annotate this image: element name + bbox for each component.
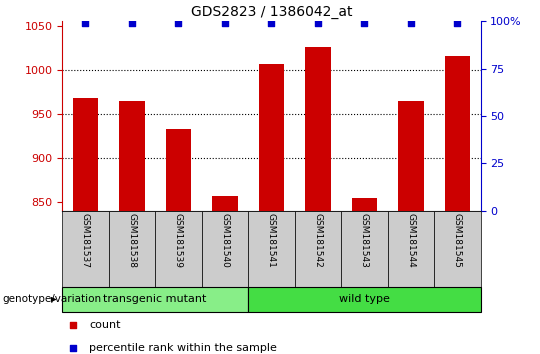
Bar — [72, 98, 98, 211]
Point — [362, 31, 371, 37]
Bar — [62, 287, 248, 312]
Bar — [201, 211, 248, 287]
Bar — [305, 47, 330, 211]
Text: GSM181543: GSM181543 — [360, 213, 369, 268]
Bar — [248, 287, 481, 312]
Text: GSM181544: GSM181544 — [407, 213, 415, 268]
Bar — [62, 211, 109, 287]
Text: GSM181545: GSM181545 — [453, 213, 462, 268]
Text: transgenic mutant: transgenic mutant — [104, 295, 207, 304]
Bar — [434, 211, 481, 287]
Text: GSM181537: GSM181537 — [81, 213, 90, 268]
Point — [220, 20, 229, 26]
Bar — [444, 57, 470, 211]
Title: GDS2823 / 1386042_at: GDS2823 / 1386042_at — [191, 5, 352, 19]
Point — [174, 20, 183, 26]
Bar — [352, 198, 377, 211]
Point — [453, 20, 462, 26]
Text: percentile rank within the sample: percentile rank within the sample — [89, 343, 277, 353]
Point — [407, 20, 415, 26]
Text: count: count — [89, 320, 121, 330]
Text: GSM181538: GSM181538 — [127, 213, 136, 268]
Point — [81, 20, 90, 26]
Text: GSM181541: GSM181541 — [267, 213, 276, 268]
Point — [127, 20, 136, 26]
Bar — [155, 211, 201, 287]
Text: wild type: wild type — [339, 295, 390, 304]
Text: genotype/variation: genotype/variation — [3, 295, 102, 304]
Bar — [259, 63, 284, 211]
Point — [360, 20, 369, 26]
Bar — [166, 129, 191, 211]
Bar — [212, 196, 238, 211]
Text: GSM181542: GSM181542 — [313, 213, 322, 268]
Point — [362, 240, 371, 246]
Text: GSM181540: GSM181540 — [220, 213, 230, 268]
Point — [314, 20, 322, 26]
Bar — [109, 211, 155, 287]
Bar — [388, 211, 434, 287]
Bar — [295, 211, 341, 287]
Bar — [248, 211, 295, 287]
Point — [267, 20, 276, 26]
Bar — [398, 101, 424, 211]
Bar — [119, 101, 145, 211]
Text: GSM181539: GSM181539 — [174, 213, 183, 268]
Bar — [341, 211, 388, 287]
